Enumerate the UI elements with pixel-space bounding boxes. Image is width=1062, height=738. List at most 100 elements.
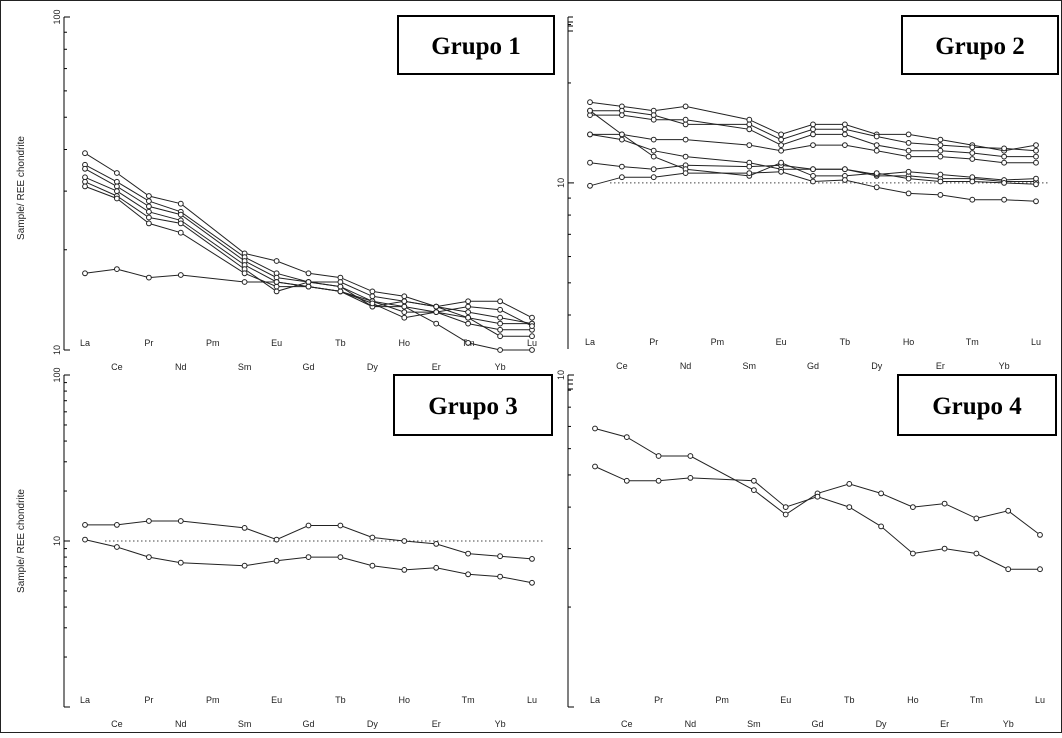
panel-2-series-8-point-yb — [1001, 196, 1007, 203]
panel-3-series-2-point-eu — [273, 557, 280, 564]
panel-4-series-1-point-er — [941, 500, 948, 507]
panel-2-series-8-point-tb — [842, 177, 848, 183]
panel-2-series-7-point-ho — [905, 175, 912, 182]
panel-4-series-1-point-yb — [1005, 507, 1012, 514]
panel-1-x-label-lu: Lu — [527, 338, 537, 348]
panel-1-series-6-point-pr — [146, 220, 152, 227]
panel-4-series-2-point-sm — [751, 477, 757, 484]
panel-1-y-tick-label: 100 — [52, 9, 62, 24]
panel-1-series-7-line — [84, 268, 533, 327]
panel-2-series-6-line — [589, 162, 1037, 181]
panel-1-series-2-point-tb — [337, 279, 344, 285]
panel-1-series-6-point-yb — [497, 347, 504, 353]
panel-3-series-1-point-dy — [369, 534, 376, 541]
panel-3-series-2-point-tm — [465, 571, 472, 578]
panel-4-x-label-eu: Eu — [780, 695, 791, 705]
panel-2-series-2-point-lu — [1033, 147, 1039, 154]
panel-4-x-label-tb: Tb — [844, 695, 855, 705]
panel-1-series-1-line — [84, 152, 533, 325]
panel-2-series-4-point-tm — [969, 156, 976, 162]
panel-4-series-1-line — [594, 428, 1041, 536]
panel-3-x-label-tb: Tb — [335, 695, 346, 705]
panel-1-series-5-point-tb — [337, 283, 344, 290]
panel-1-series-2-point-lu — [529, 314, 535, 321]
panel-3-series-2-point-yb — [497, 573, 504, 580]
panel-1-x-label-ce: Ce — [111, 362, 123, 372]
panel-1-y-tick-label: 10 — [52, 345, 62, 355]
panel-2-series-7-point-yb — [1001, 180, 1007, 186]
panel-1-series-7-point-la — [82, 270, 88, 277]
panel-3-x-label-gd: Gd — [302, 719, 314, 729]
panel-1-series-6-point-er — [433, 320, 440, 327]
panel-4-series-1-point-lu — [1037, 532, 1043, 538]
panel-1-series-7-point-ho — [401, 314, 408, 321]
panel-1-x-label-eu: Eu — [271, 338, 282, 348]
panel-1-series-6-point-ho — [401, 303, 408, 310]
panel-1-series-1-point-gd — [305, 270, 312, 277]
panel-4-series-2-point-pr — [655, 477, 662, 484]
panel-4-series-2-point-tb — [846, 504, 853, 511]
panel-2-series-2-point-er — [937, 142, 944, 149]
panel-1-title-box — [397, 15, 555, 75]
panel-3-series-2-point-la — [82, 536, 88, 543]
panel-4-y-tick-label: 10 — [556, 370, 566, 380]
panel-3-x-label-lu: Lu — [527, 695, 537, 705]
panel-4-series-1-point-tm — [973, 515, 980, 522]
panel-1-series-5-point-lu — [529, 333, 535, 340]
panel-2-series-4-point-sm — [746, 142, 753, 149]
panel-2-x-label-tm: Tm — [966, 337, 979, 347]
panel-1-series-4-point-yb — [497, 326, 504, 333]
panel-3-x-label-er: Er — [432, 719, 441, 729]
panel-2-series-3-point-lu — [1033, 153, 1039, 160]
panel-1-series-2-point-yb — [497, 298, 504, 305]
panel-1-x-label-pm: Pm — [206, 338, 220, 348]
panel-2-series-6-point-sm — [746, 163, 753, 170]
panel-2-series-8-point-dy — [873, 184, 880, 191]
panel-4-x-label-yb: Yb — [1003, 719, 1014, 729]
panel-1-series-3-point-yb — [497, 320, 504, 327]
panel-4-series-1-point-ce — [623, 434, 630, 441]
panel-2-series-8-point-er — [937, 192, 944, 198]
panel-1-series-5-point-tm — [465, 314, 472, 321]
panel-3-y-axis-label: Sample/ REE chondrite — [16, 489, 27, 593]
panel-grupo-4: 10 La Ce Pr Nd Pm Sm Eu Gd Tb Dy Ho Er Tm Yb Lu Grupo 4 — [556, 370, 1057, 729]
panel-4-series-2-point-la — [592, 463, 598, 470]
panel-2-series-1-point-lu — [1033, 142, 1039, 149]
panel-2-x-label-nd: Nd — [680, 361, 692, 371]
panel-3-series-2-point-pr — [146, 554, 152, 560]
panel-2-series-3-point-dy — [873, 142, 880, 149]
panel-1-x-label-sm: Sm — [238, 362, 252, 372]
panel-2-series-7-point-dy — [873, 170, 880, 177]
panel-2-series-7-point-gd — [810, 173, 816, 179]
panel-2-series-3-point-sm — [746, 126, 753, 133]
panel-3-x-label-ce: Ce — [111, 719, 123, 729]
panel-1-series-3-point-ce — [114, 183, 120, 190]
panel-3-series-2-point-ce — [114, 544, 120, 550]
panel-1-series-2-point-pr — [146, 198, 152, 205]
panel-2-series-6-point-la — [587, 159, 593, 166]
panel-2-x-label-yb: Yb — [999, 361, 1010, 371]
panel-1-series-6-point-ce — [114, 195, 120, 202]
panel-1-x-label-tb: Tb — [335, 338, 346, 348]
panel-2-series-2-point-yb — [1001, 145, 1007, 152]
panel-4-title: Grupo 4 — [932, 393, 1022, 420]
panel-4-series-2-point-yb — [1005, 566, 1012, 573]
panel-3-x-label-la: La — [80, 695, 90, 705]
panel-2-series-3-point-ho — [905, 147, 912, 154]
panel-2-series-3-point-pr — [650, 116, 657, 123]
panel-2-series-1-point-ho — [905, 131, 912, 138]
panel-4-series-2-point-lu — [1037, 566, 1043, 573]
panel-grupo-3: Sample/ REE chondrite 100 10 La Ce Pr Nd Pm Sm E… — [16, 367, 553, 729]
panel-2-series-3-point-yb — [1001, 153, 1007, 160]
panel-2-series-2-point-eu — [778, 136, 784, 143]
panel-2-series-4-point-yb — [1001, 159, 1007, 166]
panel-3-y-tick-label: 10 — [52, 536, 62, 546]
panel-1-series-3-point-nd — [177, 211, 184, 218]
panel-3-series-1-point-pr — [146, 518, 152, 524]
panel-4-series-1-point-eu — [782, 511, 789, 518]
panel-2-series-8-point-nd — [682, 170, 689, 177]
panel-3-x-label-pr: Pr — [144, 695, 153, 705]
panel-2-series-3-point-tm — [969, 150, 976, 156]
panel-1-series-6-point-eu — [273, 283, 280, 290]
